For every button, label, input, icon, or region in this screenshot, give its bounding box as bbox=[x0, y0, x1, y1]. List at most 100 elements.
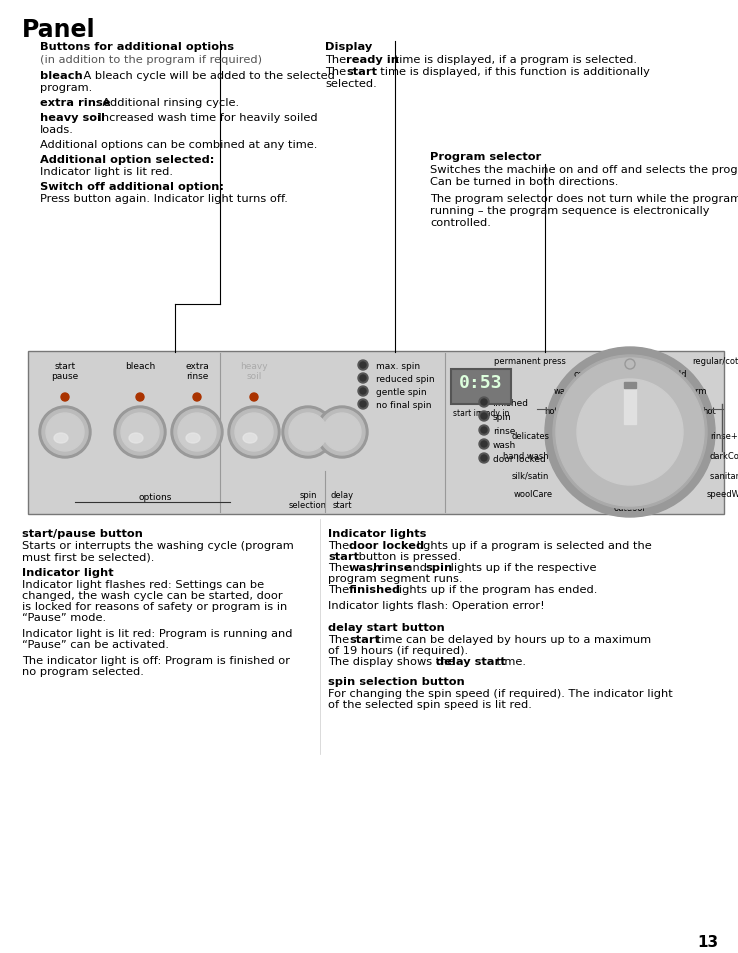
Text: start
pause: start pause bbox=[52, 361, 79, 381]
Text: silk/satin: silk/satin bbox=[511, 472, 549, 480]
Ellipse shape bbox=[545, 348, 715, 517]
Text: options: options bbox=[138, 493, 172, 501]
Text: The: The bbox=[328, 562, 353, 573]
Ellipse shape bbox=[319, 410, 365, 456]
Text: running – the program sequence is electronically: running – the program sequence is electr… bbox=[430, 206, 709, 215]
Text: spin
selection: spin selection bbox=[289, 490, 327, 510]
Text: spin selection button: spin selection button bbox=[328, 677, 465, 686]
Text: lights up if the respective: lights up if the respective bbox=[447, 562, 596, 573]
Ellipse shape bbox=[174, 410, 220, 456]
Text: of the selected spin speed is lit red.: of the selected spin speed is lit red. bbox=[328, 700, 532, 709]
Text: For changing the spin speed (if required). The indicator light: For changing the spin speed (if required… bbox=[328, 688, 673, 699]
Text: extra rinse: extra rinse bbox=[40, 98, 111, 108]
Ellipse shape bbox=[114, 407, 166, 458]
Text: no final spin: no final spin bbox=[376, 400, 432, 410]
Text: rinse: rinse bbox=[493, 427, 515, 436]
Text: The: The bbox=[325, 55, 350, 65]
Text: “Pause” can be activated.: “Pause” can be activated. bbox=[22, 639, 169, 649]
Text: warm: warm bbox=[554, 387, 577, 395]
Ellipse shape bbox=[129, 434, 143, 443]
Text: heavy
soil: heavy soil bbox=[240, 361, 268, 381]
Ellipse shape bbox=[316, 407, 368, 458]
Text: no program selected.: no program selected. bbox=[22, 666, 144, 677]
Ellipse shape bbox=[42, 410, 88, 456]
Ellipse shape bbox=[243, 434, 257, 443]
Text: bleach: bleach bbox=[40, 71, 83, 81]
Text: : A bleach cycle will be added to the selected: : A bleach cycle will be added to the se… bbox=[76, 71, 335, 81]
Text: bleach: bleach bbox=[125, 361, 155, 371]
Text: delay start: delay start bbox=[436, 657, 506, 666]
Text: : Increased wash time for heavily soiled: : Increased wash time for heavily soiled bbox=[91, 112, 317, 123]
Text: wash: wash bbox=[493, 440, 517, 450]
Text: rinse+spin: rinse+spin bbox=[710, 432, 738, 440]
Ellipse shape bbox=[282, 407, 334, 458]
Bar bbox=[451, 370, 511, 405]
Ellipse shape bbox=[39, 407, 91, 458]
Text: off: off bbox=[624, 356, 635, 366]
Text: woolCare: woolCare bbox=[514, 490, 553, 498]
Circle shape bbox=[481, 441, 487, 448]
Text: start: start bbox=[349, 635, 380, 644]
Text: time is displayed, if a program is selected.: time is displayed, if a program is selec… bbox=[391, 55, 637, 65]
Text: outdoor: outdoor bbox=[613, 503, 646, 513]
Text: and: and bbox=[402, 562, 431, 573]
Text: 0:53: 0:53 bbox=[459, 374, 503, 392]
Text: regular/cotton: regular/cotton bbox=[692, 356, 738, 366]
Circle shape bbox=[481, 428, 487, 434]
Text: extra
rinse: extra rinse bbox=[185, 361, 209, 381]
Text: 13: 13 bbox=[697, 934, 718, 949]
Text: Indicator lights flash: Operation error!: Indicator lights flash: Operation error! bbox=[328, 600, 545, 610]
Circle shape bbox=[360, 389, 366, 395]
Text: Additional option selected:: Additional option selected: bbox=[40, 154, 214, 165]
Ellipse shape bbox=[117, 410, 163, 456]
Text: Can be turned in both directions.: Can be turned in both directions. bbox=[430, 177, 618, 187]
Text: time.: time. bbox=[493, 657, 526, 666]
Text: start in: start in bbox=[453, 409, 480, 417]
Text: The indicator light is off: Program is finished or: The indicator light is off: Program is f… bbox=[22, 656, 290, 665]
Text: The: The bbox=[328, 584, 353, 595]
Circle shape bbox=[358, 374, 368, 384]
Text: controlled.: controlled. bbox=[430, 218, 491, 228]
Ellipse shape bbox=[289, 414, 327, 452]
Bar bbox=[624, 382, 636, 389]
Text: warm: warm bbox=[683, 387, 707, 395]
Text: cold: cold bbox=[573, 370, 590, 378]
Text: Indicator light: Indicator light bbox=[22, 567, 114, 578]
Text: “Pause” mode.: “Pause” mode. bbox=[22, 613, 106, 622]
Circle shape bbox=[479, 412, 489, 421]
Circle shape bbox=[479, 426, 489, 436]
Text: delay start button: delay start button bbox=[328, 622, 445, 633]
Text: gentle spin: gentle spin bbox=[376, 388, 427, 396]
Circle shape bbox=[358, 399, 368, 410]
Ellipse shape bbox=[171, 407, 223, 458]
Text: reduced spin: reduced spin bbox=[376, 375, 435, 384]
Ellipse shape bbox=[556, 358, 704, 506]
Text: loads.: loads. bbox=[40, 125, 74, 135]
Circle shape bbox=[481, 399, 487, 406]
Text: program.: program. bbox=[40, 83, 92, 92]
Text: button is pressed.: button is pressed. bbox=[355, 552, 461, 561]
Text: finished: finished bbox=[493, 398, 529, 408]
Text: Press button again. Indicator light turns off.: Press button again. Indicator light turn… bbox=[40, 193, 288, 204]
Circle shape bbox=[358, 360, 368, 371]
Text: ready in: ready in bbox=[346, 55, 399, 65]
Ellipse shape bbox=[577, 379, 683, 485]
Text: lights up if a program is selected and the: lights up if a program is selected and t… bbox=[413, 540, 652, 551]
Text: Panel: Panel bbox=[22, 18, 96, 42]
Ellipse shape bbox=[228, 407, 280, 458]
Text: The: The bbox=[325, 67, 350, 77]
Circle shape bbox=[479, 454, 489, 463]
Text: wash: wash bbox=[349, 562, 382, 573]
Ellipse shape bbox=[231, 410, 277, 456]
Circle shape bbox=[358, 387, 368, 396]
Text: The: The bbox=[328, 540, 353, 551]
Circle shape bbox=[479, 439, 489, 450]
Ellipse shape bbox=[121, 414, 159, 452]
Text: selected.: selected. bbox=[325, 79, 377, 89]
Text: Indicator light is lit red: Program is running and: Indicator light is lit red: Program is r… bbox=[22, 628, 292, 639]
Ellipse shape bbox=[186, 434, 200, 443]
Text: Indicator light is lit red.: Indicator light is lit red. bbox=[40, 167, 173, 177]
Text: Switch off additional option:: Switch off additional option: bbox=[40, 182, 224, 192]
Text: Indicator lights: Indicator lights bbox=[328, 529, 427, 538]
Text: sanitary 170°: sanitary 170° bbox=[710, 472, 738, 480]
